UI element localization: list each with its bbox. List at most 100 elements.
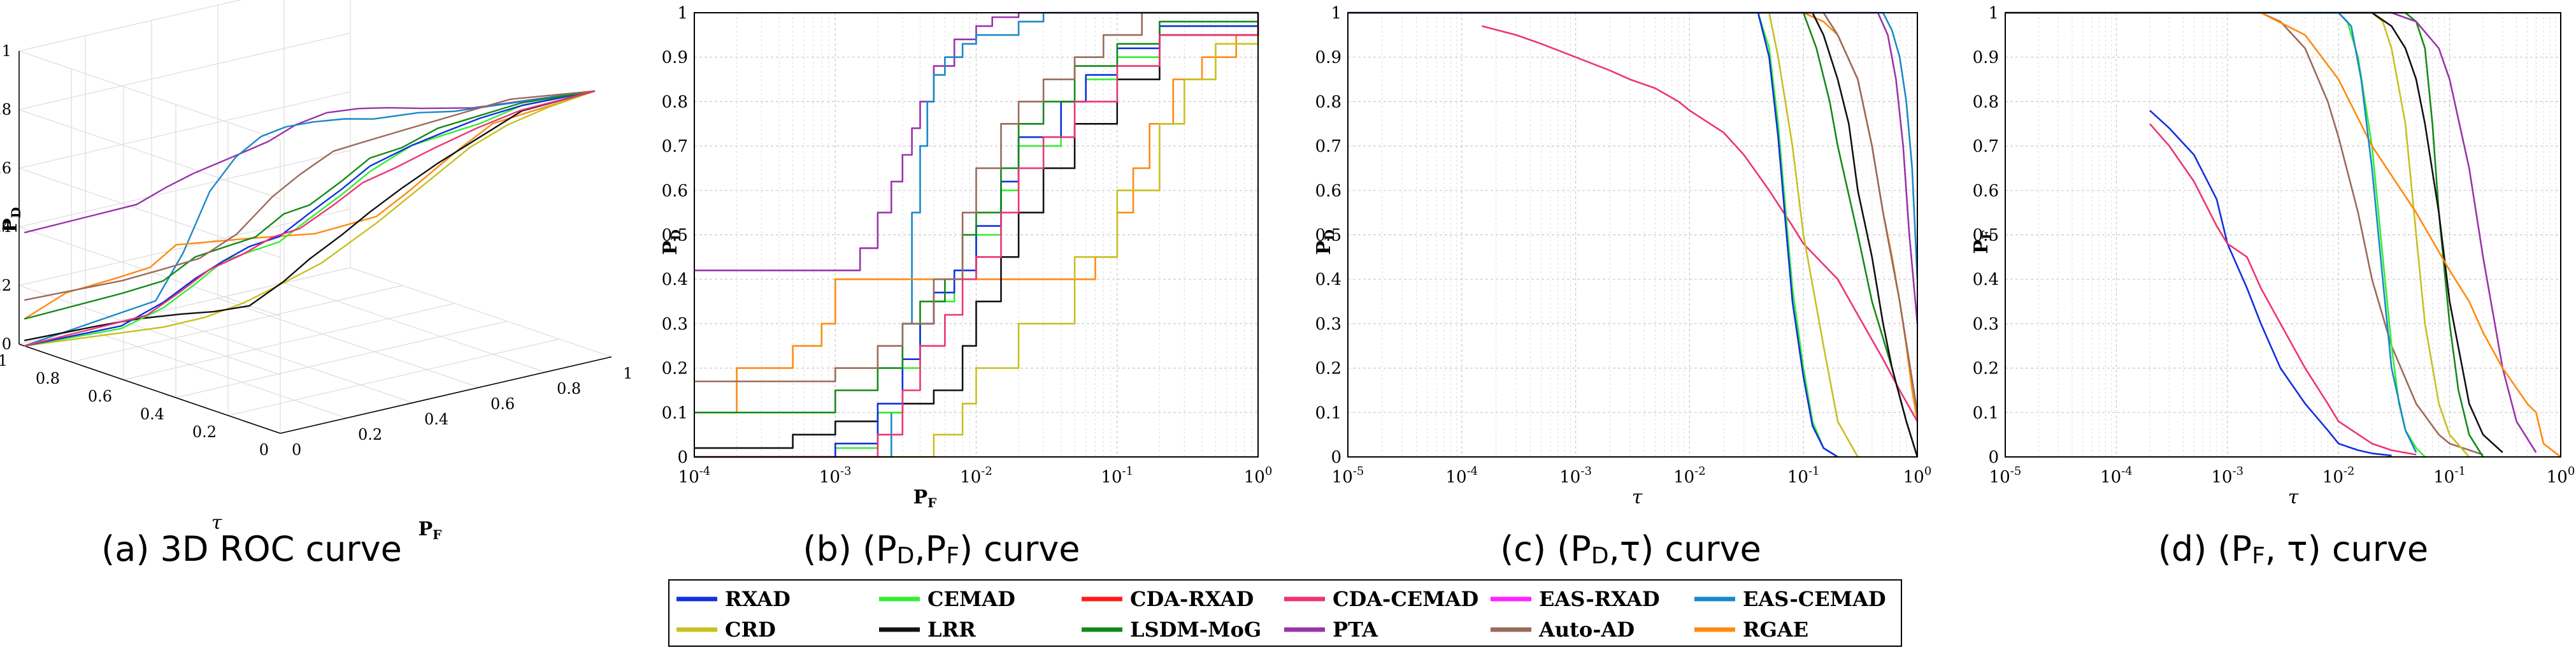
y-tick-label: 0.2	[662, 359, 688, 379]
z-tick-label: 0	[2, 335, 11, 353]
grid-line	[175, 321, 508, 398]
legend-item-pta: PTA	[1284, 618, 1378, 642]
legend-item-rxad: RXAD	[676, 587, 791, 611]
panel-d-ylabel: PF	[1970, 231, 1994, 254]
legend-item-lrr: LRR	[879, 618, 976, 642]
panel-b-pd-pf: 10-4 10-3 10-2 10-1 100 0 0.1 0.2 0.3 0.4 0.5 0.6 0.…	[659, 4, 1272, 510]
grid-line	[71, 285, 403, 363]
series-crd	[24, 90, 596, 347]
legend-items: RXAD CEMAD CDA-RXAD CDA-CEMAD EAS-RXAD EAS-CE…	[676, 587, 1886, 642]
panel-a-ticks: 00.20.40.60.8100.20.40.60.8100.20.40.60.…	[0, 42, 633, 459]
series-lrr	[694, 13, 1259, 449]
panel-c-curves	[1348, 11, 1919, 458]
x-tick-label: 10-5	[1332, 465, 1364, 487]
series-cemad	[24, 90, 596, 347]
panel-c-xlabel: τ	[1632, 486, 1643, 509]
x-tick-label: 0.2	[358, 426, 382, 444]
grid-line	[227, 338, 560, 416]
series-rgae	[2005, 11, 2561, 458]
legend-label: EAS-CEMAD	[1743, 587, 1886, 611]
series-cda-cemad	[24, 90, 596, 347]
panel-c-ticks: 10-5 10-4 10-3 10-2 10-1 100 0 0.1 0.2 0.3 0.4 0.5 0…	[1315, 4, 1932, 487]
legend-label: CDA-RXAD	[1130, 587, 1254, 611]
y-tick-label: 0.8	[36, 370, 60, 387]
x-tick-label: 10-4	[1445, 465, 1478, 487]
legend-item-rgae: RGAE	[1694, 618, 1808, 642]
series-cda-cemad	[2149, 123, 2417, 456]
y-tick-label: 0.3	[1973, 315, 1999, 334]
x-tick-label: 10-4	[678, 465, 711, 487]
caption-a: (a) 3D ROC curve	[101, 529, 402, 569]
x-tick-label: 10-2	[960, 465, 992, 487]
panel-d-pf-tau: 10-5 10-4 10-3 10-2 10-1 100 0 0.1 0.2 0.3 0.4 0.5 0…	[1970, 4, 2575, 509]
grid-line	[350, 267, 612, 358]
series-crd	[1348, 11, 1859, 458]
legend-item-lsdm-mog: LSDM-MoG	[1082, 618, 1261, 642]
y-tick-label: 1	[677, 4, 688, 23]
panel-c-frame	[1347, 12, 1918, 458]
series-lrr	[1348, 11, 1919, 458]
grid-line	[283, 282, 546, 373]
x-tick-label: 10-3	[1559, 465, 1592, 487]
series-cda-cemad	[694, 13, 1259, 458]
legend: RXAD CEMAD CDA-RXAD CDA-CEMAD EAS-RXAD EAS-CE…	[668, 579, 1902, 647]
x-tick-label: 10-1	[1101, 465, 1133, 487]
y-tick-label: 0.7	[662, 137, 688, 156]
grid-line	[123, 303, 455, 380]
z-tick-label: 0.6	[0, 159, 11, 177]
x-tick-label: 10-2	[1673, 465, 1706, 487]
y-tick-label: 0.3	[1315, 315, 1342, 334]
series-lsdm-mog	[24, 90, 596, 320]
y-tick-label: 0.4	[1315, 270, 1342, 289]
legend-label: CDA-CEMAD	[1333, 587, 1478, 611]
y-tick-label: 0	[1331, 448, 1342, 467]
caption-b: (b) (PD,PF) curve	[803, 529, 1080, 569]
series-rxad	[2149, 110, 2392, 457]
legend-item-crd: CRD	[676, 618, 776, 642]
y-tick-label: 0	[677, 448, 688, 467]
panel-d-frame	[2005, 12, 2561, 458]
x-tick-label: 10-3	[2211, 465, 2243, 487]
caption-d: (d) (PF, τ) curve	[2158, 529, 2428, 569]
x-tick-label: 0	[292, 441, 301, 459]
y-tick-label: 0.6	[1315, 182, 1342, 201]
grid-line	[18, 226, 281, 317]
grid-line	[18, 91, 351, 169]
series-auto-ad	[1348, 11, 1919, 413]
y-tick-label: 0.4	[140, 405, 164, 423]
series-pta	[2005, 11, 2537, 453]
y-tick-label: 0.1	[1973, 403, 1999, 422]
y-tick-label: 0.3	[662, 315, 688, 334]
x-tick-label: 1	[623, 365, 633, 382]
series-rgae	[24, 90, 596, 320]
z-tick-label: 0.4	[0, 218, 11, 236]
y-tick-label: 1	[1988, 4, 1999, 23]
legend-label: PTA	[1333, 618, 1378, 642]
series-auto-ad	[694, 11, 1258, 382]
panel-a-curves	[24, 90, 596, 347]
panel-b-ticks: 10-4 10-3 10-2 10-1 100 0 0.1 0.2 0.3 0.4 0.5 0.6 0.…	[662, 4, 1273, 487]
panel-d-curves	[2005, 11, 2561, 458]
legend-item-cda-cemad: CDA-CEMAD	[1284, 587, 1478, 611]
x-tick-label: 10-3	[819, 465, 852, 487]
y-tick-label: 0.1	[662, 403, 688, 422]
series-cemad	[1348, 11, 1838, 458]
series-lrr	[24, 90, 596, 342]
series-pta	[24, 90, 596, 234]
y-tick-label: 0.1	[1315, 403, 1342, 422]
panel-b-curves	[694, 11, 1259, 458]
panel-b-frame	[694, 12, 1259, 458]
x-axis-line	[280, 356, 612, 434]
y-tick-label: 0.8	[1315, 92, 1342, 112]
legend-label: RGAE	[1743, 618, 1808, 642]
legend-item-cemad: CEMAD	[879, 587, 1015, 611]
y-tick-label: 0.2	[1973, 359, 1999, 379]
y-tick-label: 1	[0, 352, 8, 370]
grid-line	[85, 328, 347, 419]
y-tick-label: 0.9	[1315, 48, 1342, 68]
y-tick-label: 0.7	[1973, 137, 1999, 156]
grid-line	[18, 0, 242, 52]
series-rxad	[24, 90, 596, 347]
panel-d-xlabel: τ	[2288, 486, 2299, 509]
series-auto-ad	[2005, 11, 2484, 456]
